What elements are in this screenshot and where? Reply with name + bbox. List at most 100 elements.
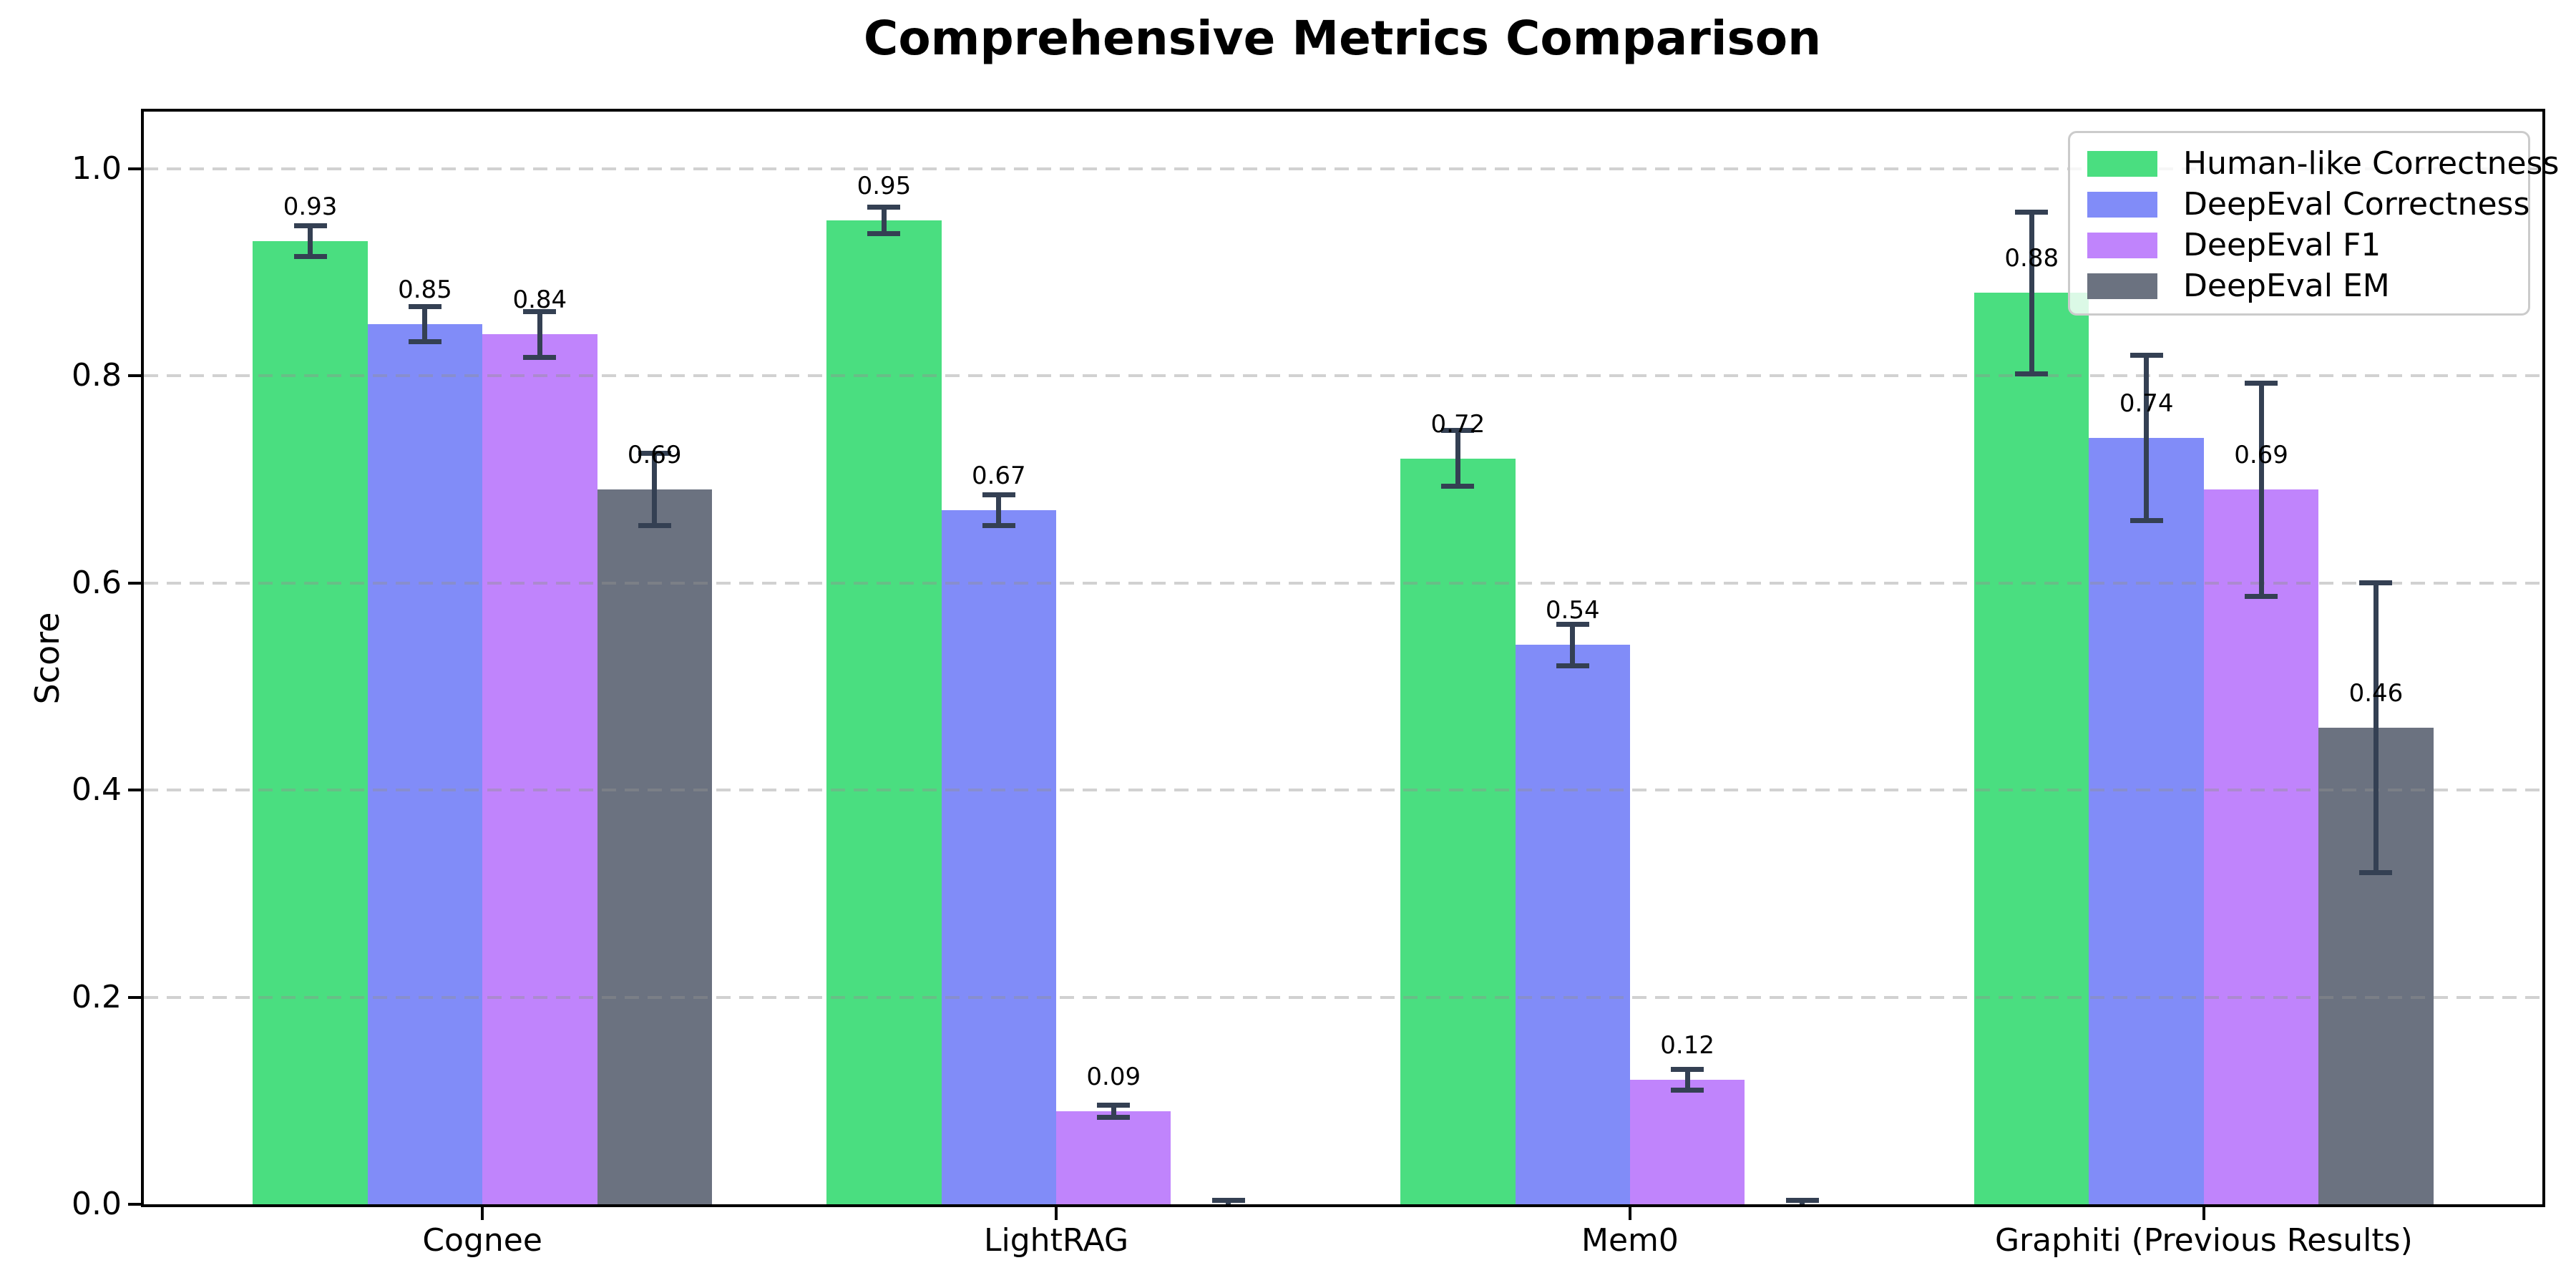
bar-value-label: 0.67: [971, 462, 1026, 491]
error-bar-cap: [1556, 621, 1589, 627]
error-bar-cap: [2245, 593, 2278, 599]
bar-value-label: 0.93: [283, 192, 338, 221]
legend-item: DeepEval EM: [2070, 265, 2528, 306]
legend-swatch: [2087, 191, 2157, 218]
x-tick: [1055, 1207, 1058, 1220]
chart-title: Comprehensive Metrics Comparison: [863, 11, 1822, 66]
error-bar-cap: [1785, 1197, 1819, 1203]
legend-label: DeepEval Correctness: [2183, 185, 2530, 223]
y-tick: [128, 789, 141, 792]
legend-item: DeepEval F1: [2070, 225, 2528, 265]
error-bar-stem: [881, 207, 887, 234]
legend-swatch: [2087, 150, 2157, 177]
error-bar-cap: [867, 204, 901, 210]
bar-value-label: 0.46: [2348, 679, 2404, 708]
gridline: [144, 167, 2542, 170]
x-tick-label: LightRAG: [984, 1222, 1129, 1259]
error-bar-stem: [652, 453, 658, 526]
error-bar-cap: [2129, 518, 2163, 524]
error-bar-cap: [2245, 380, 2278, 386]
error-bar-cap: [2129, 352, 2163, 358]
y-tick-label: 0.6: [72, 564, 122, 601]
error-bar-cap: [1211, 1197, 1245, 1203]
error-bar-stem: [2144, 355, 2150, 521]
bar-value-label: 0.85: [398, 275, 452, 304]
bar: [253, 240, 368, 1204]
error-bar-cap: [638, 451, 671, 457]
error-bar-cap: [982, 492, 1015, 498]
error-bar-cap: [2015, 371, 2049, 376]
legend-swatch: [2087, 273, 2157, 299]
error-bar-cap: [1097, 1114, 1131, 1120]
y-tick-label: 0.2: [72, 978, 122, 1015]
error-bar-cap: [523, 308, 557, 314]
error-bar-cap: [638, 523, 671, 529]
bar-value-label: 0.72: [1430, 409, 1485, 439]
legend-swatch: [2087, 232, 2157, 258]
error-bar-cap: [1556, 663, 1589, 668]
legend-item: Human-like Correctness: [2070, 143, 2559, 184]
bar-value-label: 0.09: [1086, 1062, 1141, 1091]
legend: Human-like Correctness DeepEval Correctne…: [2068, 131, 2559, 316]
x-tick-label: Mem0: [1581, 1222, 1679, 1259]
error-bar-cap: [982, 523, 1015, 529]
error-bar-cap: [1671, 1088, 1704, 1093]
bar-value-label: 0.84: [512, 286, 567, 315]
error-bar-cap: [1671, 1067, 1704, 1073]
error-bar-stem: [2373, 582, 2379, 873]
error-bar-cap: [2359, 870, 2393, 876]
legend-label: DeepEval EM: [2183, 267, 2390, 304]
error-bar-cap: [1097, 1102, 1131, 1108]
gridline: [144, 374, 2542, 378]
error-bar-stem: [422, 306, 428, 342]
bar: [367, 323, 483, 1204]
error-bar-cap: [867, 231, 901, 237]
error-bar-stem: [308, 225, 313, 257]
error-bar-stem: [1455, 430, 1460, 487]
y-tick: [128, 1203, 141, 1206]
y-tick-label: 0.8: [72, 357, 122, 394]
gridline: [144, 995, 2542, 999]
gridline: [144, 581, 2542, 585]
legend-item: DeepEval Correctness: [2070, 184, 2530, 225]
x-tick-label: Cognee: [422, 1222, 542, 1259]
bar-value-label: 0.12: [1660, 1031, 1714, 1060]
y-tick: [128, 167, 141, 170]
error-bar-cap: [523, 354, 557, 360]
error-bar-cap: [293, 254, 327, 260]
error-bar-cap: [1441, 428, 1475, 434]
error-bar-stem: [996, 494, 1002, 526]
bar: [1400, 458, 1516, 1204]
bar-value-label: 0.54: [1545, 596, 1600, 625]
error-bar-cap: [2015, 209, 2049, 215]
plot-layers: 0.93 0.95 0.72 0.88 0.85 0.67 0.54 0.74 0.84 0.09…: [144, 112, 2542, 1204]
error-bar-cap: [1441, 484, 1475, 489]
error-bar-stem: [1684, 1069, 1690, 1091]
bar: [826, 220, 942, 1204]
x-tick: [2202, 1207, 2205, 1220]
bar: [597, 489, 712, 1204]
y-tick: [128, 995, 141, 999]
y-tick-label: 0.0: [72, 1186, 122, 1222]
bar: [482, 334, 597, 1204]
x-tick: [481, 1207, 484, 1220]
plot-area: [141, 109, 2545, 1207]
legend-label: Human-like Correctness: [2183, 145, 2560, 182]
y-tick-label: 0.4: [72, 771, 122, 809]
error-bar-stem: [2258, 383, 2264, 597]
x-tick: [1628, 1207, 1631, 1220]
y-tick: [128, 374, 141, 378]
bar: [2089, 437, 2204, 1204]
bar: [1056, 1111, 1171, 1204]
error-bar-stem: [2029, 212, 2034, 374]
y-tick: [128, 581, 141, 585]
gridline: [144, 789, 2542, 792]
bar: [941, 510, 1057, 1204]
y-tick-label: 1.0: [72, 150, 122, 187]
bar-value-label: 0.88: [2004, 244, 2059, 273]
y-axis-label: Score: [28, 612, 67, 705]
bar-value-label: 0.69: [627, 441, 682, 470]
bar-value-label: 0.74: [2119, 389, 2174, 418]
error-bar-stem: [1570, 624, 1576, 666]
